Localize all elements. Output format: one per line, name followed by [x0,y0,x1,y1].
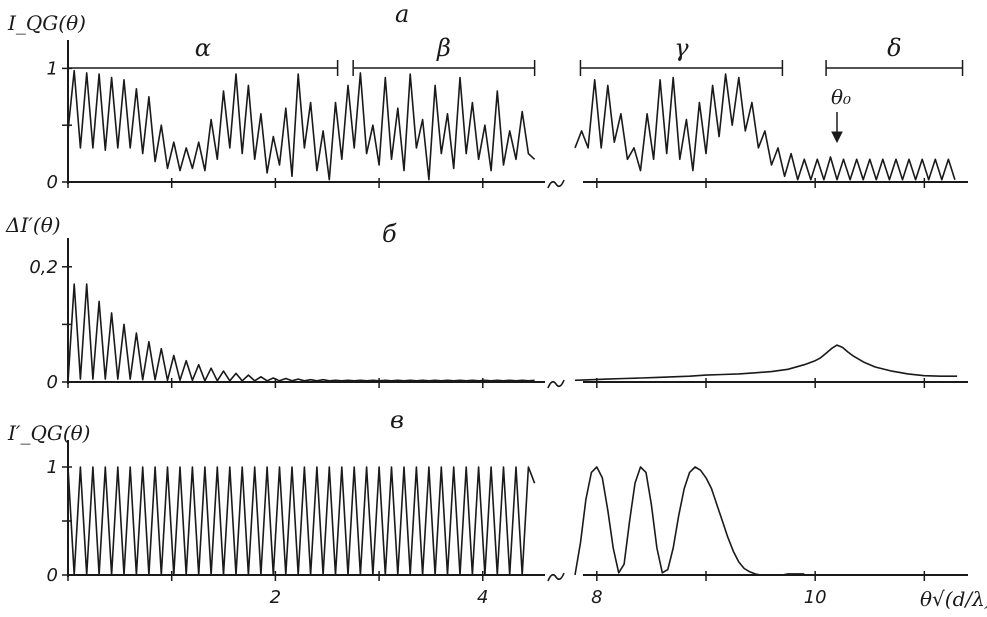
axis-break-mark [547,179,565,189]
annotation-label: θ₀ [831,85,851,109]
curve-right [574,344,958,382]
annotation-arrowhead [831,131,843,144]
panel-label: б [382,220,397,248]
panel-label: в [390,406,404,434]
region-label: γ [674,34,689,62]
axis-break-mark [547,572,565,582]
curve-left [67,69,536,181]
y-tick-label: 0 [47,565,58,586]
region-label: β [436,34,451,62]
region-label: α [195,34,211,62]
y-tick-label: 0,2 [29,257,58,278]
curve-left [67,283,535,383]
y-tick-label: 1 [47,58,58,79]
x-tick-label: 4 [477,587,488,608]
x-tick-label: 2 [270,587,281,608]
x-axis-label: θ√(d/λ) [920,587,987,611]
curve-left [67,466,536,576]
chart-marks: а I_QG(θ) 0 1 α β γ δ θ₀ б ΔI′(θ) 0 0,2 в I′_QG(θ) 0 1 2 4… [5,0,968,608]
y-axis-label: I′_QG(θ) [7,421,90,445]
y-tick-label: 0 [47,172,58,193]
y-tick-label: 1 [47,457,58,478]
panel-label: а [395,0,409,28]
axis-break-mark [547,379,565,389]
y-axis-label: ΔI′(θ) [5,213,61,237]
curve-right [574,73,956,181]
region-label: δ [887,34,901,62]
y-tick-label: 0 [47,372,58,393]
x-tick-label: 8 [591,587,602,608]
curve-right [574,466,805,576]
y-axis-label: I_QG(θ) [7,11,86,35]
x-tick-label: 10 [804,587,827,608]
